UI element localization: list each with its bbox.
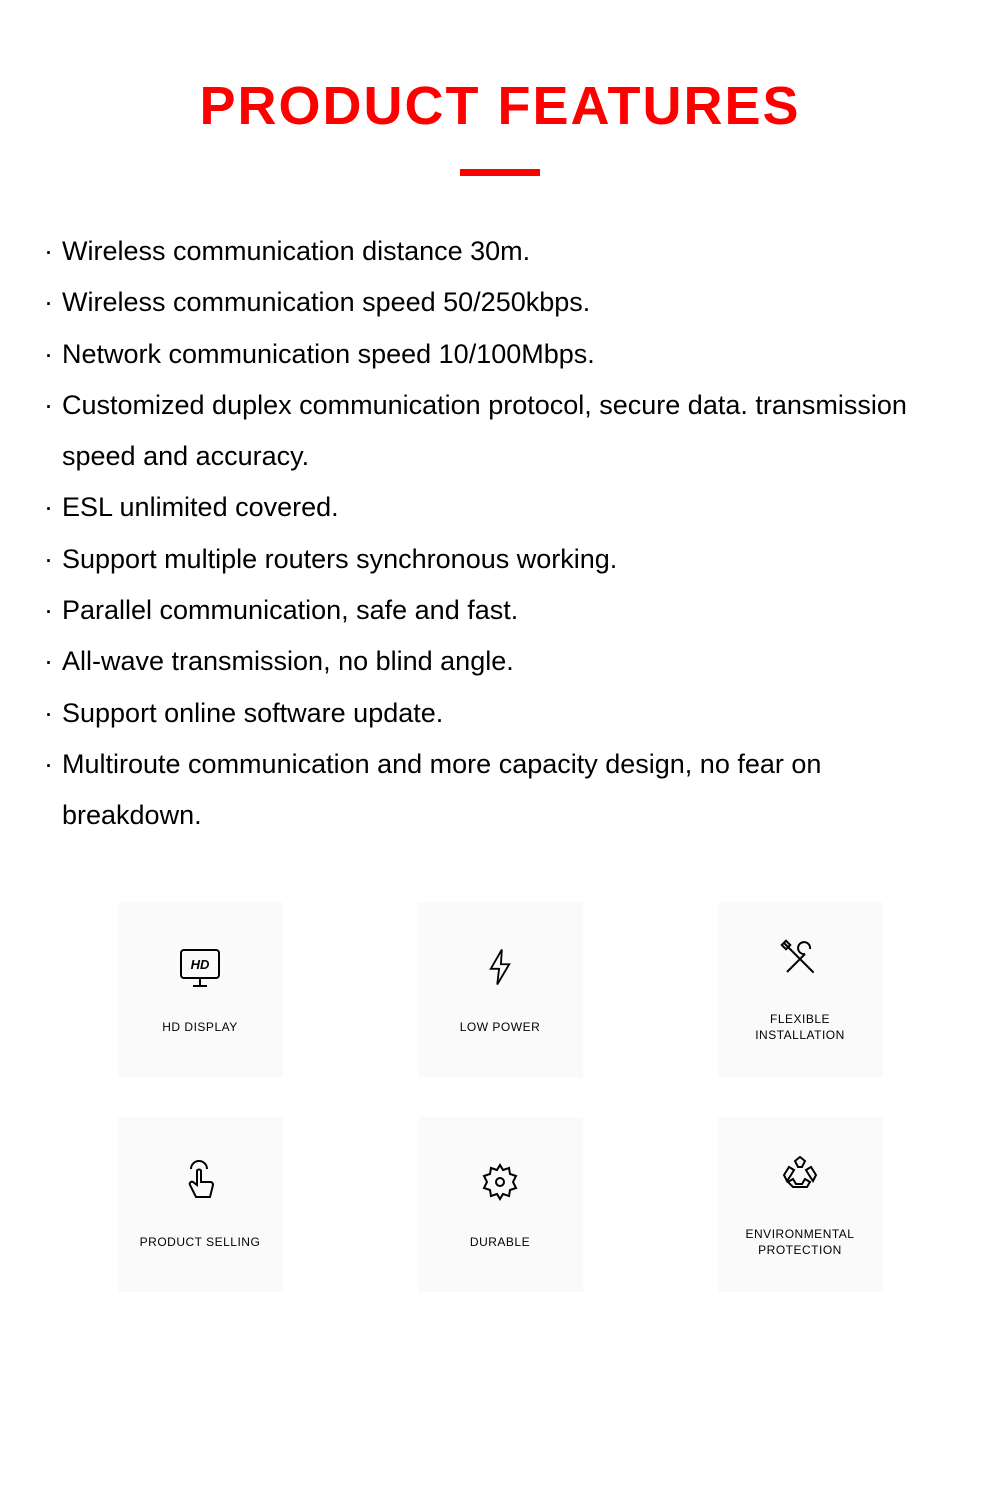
feature-item: ·Multiroute communication and more capac… bbox=[44, 739, 956, 842]
feature-item: ·Parallel communication, safe and fast. bbox=[44, 585, 956, 636]
feature-text: ESL unlimited covered. bbox=[62, 482, 956, 533]
page-title: PRODUCT FEATURES bbox=[40, 75, 960, 137]
recycle-icon bbox=[775, 1149, 825, 1199]
feature-card-durable: DURABLE bbox=[418, 1117, 583, 1292]
card-label: HD DISPLAY bbox=[162, 1020, 237, 1036]
lightning-icon bbox=[475, 942, 525, 992]
hd-display-icon: HD bbox=[175, 942, 225, 992]
feature-item: ·Support online software update. bbox=[44, 688, 956, 739]
gear-icon bbox=[475, 1157, 525, 1207]
feature-card-flexible-installation: FLEXIBLE INSTALLATION bbox=[718, 902, 883, 1077]
feature-text: Support multiple routers synchronous wor… bbox=[62, 534, 956, 585]
touch-icon bbox=[175, 1157, 225, 1207]
card-label: FLEXIBLE INSTALLATION bbox=[726, 1012, 875, 1043]
feature-text: Support online software update. bbox=[62, 688, 956, 739]
card-label: LOW POWER bbox=[460, 1020, 541, 1036]
feature-card-environmental: ENVIRONMENTAL PROTECTION bbox=[718, 1117, 883, 1292]
feature-text: Multiroute communication and more capaci… bbox=[62, 739, 956, 842]
feature-card-hd-display: HD HD DISPLAY bbox=[118, 902, 283, 1077]
feature-item: ·Customized duplex communication protoco… bbox=[44, 380, 956, 483]
feature-text: All-wave transmission, no blind angle. bbox=[62, 636, 956, 687]
feature-item: ·Wireless communication distance 30m. bbox=[44, 226, 956, 277]
tools-icon bbox=[775, 934, 825, 984]
title-underline bbox=[460, 169, 540, 176]
feature-item: ·Wireless communication speed 50/250kbps… bbox=[44, 277, 956, 328]
feature-text: Customized duplex communication protocol… bbox=[62, 380, 956, 483]
features-list: ·Wireless communication distance 30m. ·W… bbox=[40, 226, 960, 842]
feature-item: ·ESL unlimited covered. bbox=[44, 482, 956, 533]
card-label: PRODUCT SELLING bbox=[140, 1235, 261, 1251]
page-container: PRODUCT FEATURES ·Wireless communication… bbox=[0, 0, 1000, 1352]
feature-cards-grid: HD HD DISPLAY LOW POWER FLEXIBLE INS bbox=[40, 902, 960, 1292]
feature-text: Network communication speed 10/100Mbps. bbox=[62, 329, 956, 380]
card-label: ENVIRONMENTAL PROTECTION bbox=[726, 1227, 875, 1258]
feature-text: Wireless communication distance 30m. bbox=[62, 226, 956, 277]
feature-item: ·Network communication speed 10/100Mbps. bbox=[44, 329, 956, 380]
feature-card-low-power: LOW POWER bbox=[418, 902, 583, 1077]
feature-item: ·All-wave transmission, no blind angle. bbox=[44, 636, 956, 687]
feature-text: Parallel communication, safe and fast. bbox=[62, 585, 956, 636]
feature-item: ·Support multiple routers synchronous wo… bbox=[44, 534, 956, 585]
feature-text: Wireless communication speed 50/250kbps. bbox=[62, 277, 956, 328]
feature-card-product-selling: PRODUCT SELLING bbox=[118, 1117, 283, 1292]
card-label: DURABLE bbox=[470, 1235, 530, 1251]
svg-text:HD: HD bbox=[191, 957, 210, 972]
